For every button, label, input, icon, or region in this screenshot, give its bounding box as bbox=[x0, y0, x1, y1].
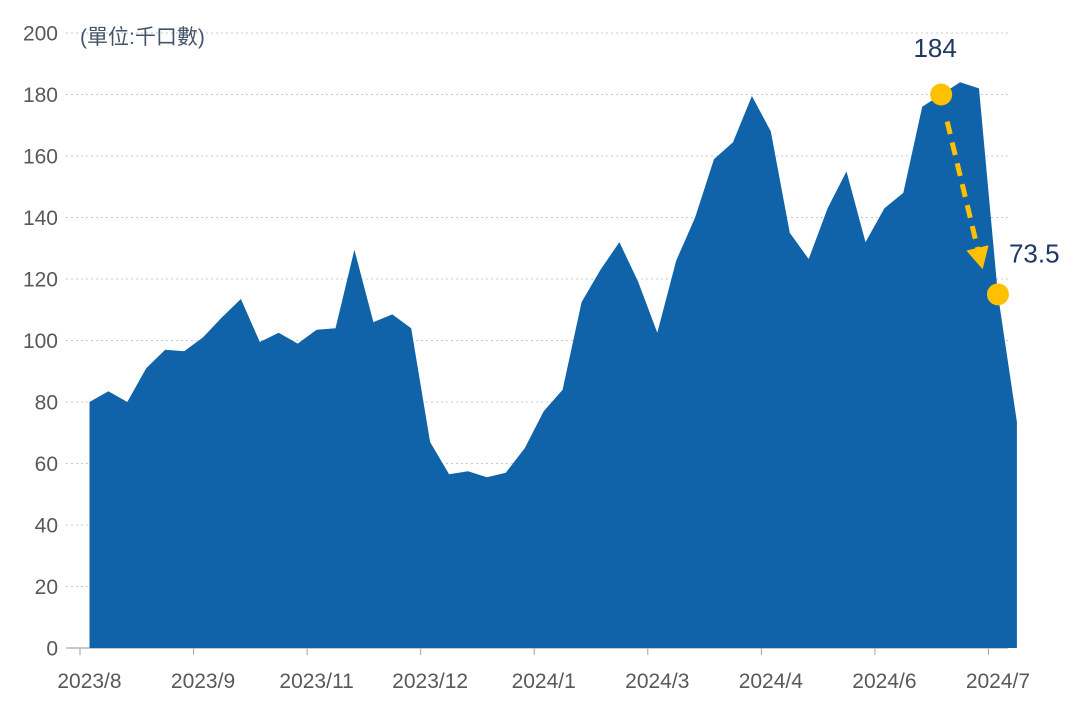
peak-annotation: 184 bbox=[913, 33, 956, 63]
y-axis-tick-label: 100 bbox=[23, 330, 58, 353]
y-axis-tick-label: 80 bbox=[35, 392, 58, 415]
annotations: 184 73.5 bbox=[913, 33, 1060, 306]
y-axis-tick-label: 200 bbox=[23, 23, 58, 46]
x-axis-tick-label: 2023/9 bbox=[171, 670, 235, 693]
y-axis-tick-label: 120 bbox=[23, 269, 58, 292]
y-axis-tick-label: 0 bbox=[46, 638, 58, 661]
y-axis-tick-label: 60 bbox=[35, 453, 58, 476]
x-axis-tick-label: 2024/3 bbox=[625, 670, 689, 693]
peak-marker bbox=[930, 83, 953, 106]
axis-tick-labels: 0 20 40 60 80 100 120 140 160 180 200 2023/8 2023/9 2… bbox=[23, 23, 1030, 694]
x-axis-tick-label: 2023/11 bbox=[279, 670, 353, 693]
x-axis-tick-label: 2024/1 bbox=[512, 670, 576, 693]
x-axis-tick-label: 2023/12 bbox=[392, 670, 468, 693]
y-axis-tick-label: 140 bbox=[23, 207, 58, 230]
unit-label: (單位:千口數) bbox=[80, 26, 205, 49]
y-axis-tick-label: 160 bbox=[23, 146, 58, 169]
area-series bbox=[89, 82, 1017, 648]
end-annotation: 73.5 bbox=[1009, 238, 1060, 268]
x-axis-tick-label: 2024/6 bbox=[852, 670, 916, 693]
trend-arrow bbox=[944, 120, 989, 270]
y-axis-tick-label: 40 bbox=[35, 515, 58, 538]
x-axis-tick-label: 2024/7 bbox=[966, 670, 1030, 693]
x-axis-tick-label: 2023/8 bbox=[57, 670, 121, 693]
y-axis-tick-label: 20 bbox=[35, 576, 58, 599]
end-marker bbox=[986, 283, 1009, 306]
x-axis-tick-label: 2024/4 bbox=[739, 670, 804, 693]
area-series-group bbox=[89, 82, 1017, 648]
x-axis bbox=[66, 647, 1008, 655]
y-axis-tick-label: 180 bbox=[23, 84, 58, 107]
